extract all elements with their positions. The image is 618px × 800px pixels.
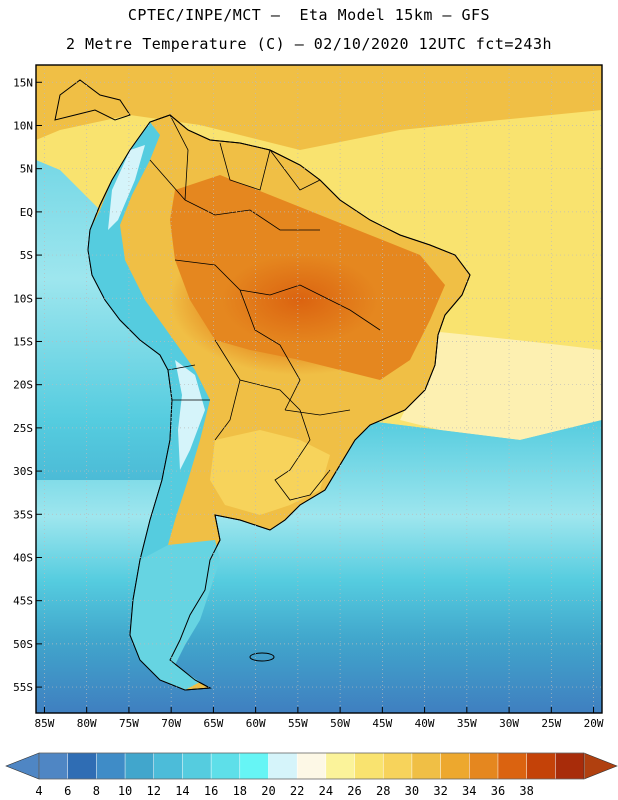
colorbar-swatch — [325, 752, 356, 780]
hottest-core-region — [170, 225, 430, 375]
lat-tick-label: 45S — [13, 595, 33, 608]
lon-tick-label: 85W — [35, 717, 55, 730]
colorbar-swatch — [296, 752, 327, 780]
andes-snow-band — [108, 145, 205, 470]
colorbar-tick-label: 34 — [462, 784, 476, 798]
lat-tick-label: 5N — [20, 163, 33, 176]
caribbean-field — [36, 65, 602, 150]
colorbar-swatch — [354, 752, 384, 780]
colorbar-swatch — [469, 752, 499, 780]
colorbar-tick-label: 4 — [35, 784, 42, 798]
colorbar-tick-label: 26 — [347, 784, 361, 798]
southern-cone-warm-region — [210, 430, 330, 515]
colorbar-tick-label: 30 — [405, 784, 419, 798]
map-field — [36, 65, 602, 713]
colorbar-tick-label: 6 — [64, 784, 71, 798]
lat-tick-label: 5S — [20, 249, 33, 262]
patagonia-cold-region — [130, 540, 220, 690]
lon-tick-label: 80W — [77, 717, 97, 730]
colorbar-under-arrow — [5, 752, 40, 780]
lon-tick-label: 40W — [415, 717, 435, 730]
lat-tick-label: 25S — [13, 422, 33, 435]
colorbar-tick-label: 24 — [319, 784, 333, 798]
lon-tick-label: 35W — [457, 717, 477, 730]
lat-tick-label: 20S — [13, 379, 33, 392]
colorbar-swatch — [153, 752, 183, 780]
colorbar-tick-label: 18 — [233, 784, 247, 798]
colorbar-swatch — [411, 752, 442, 780]
lat-tick-label: 35S — [13, 508, 33, 521]
colorbar-tick-label: 14 — [175, 784, 189, 798]
lat-tick-label: 40S — [13, 551, 33, 564]
lat-tick-label: EQ — [20, 206, 33, 219]
colorbar-swatch — [268, 752, 298, 780]
lat-tick-label: 10S — [13, 292, 33, 305]
map-frame — [35, 64, 603, 714]
lon-tick-label: 70W — [161, 717, 181, 730]
colorbar-tick-label: 20 — [261, 784, 275, 798]
lat-tick-label: 30S — [13, 465, 33, 478]
colorbar-tick-label: 8 — [93, 784, 100, 798]
lat-tick-label: 15N — [13, 76, 33, 89]
colorbar-swatch — [555, 752, 585, 780]
colorbar-swatch — [497, 752, 528, 780]
colorbar-tick-label: 16 — [204, 784, 218, 798]
lon-tick-label: 65W — [203, 717, 223, 730]
graticule — [36, 65, 602, 713]
lon-tick-label: 45W — [372, 717, 392, 730]
colorbar-tick-label: 38 — [519, 784, 533, 798]
colorbar-swatch — [96, 752, 126, 780]
continent-coastline — [54, 79, 471, 691]
colorbar-tick-label: 10 — [118, 784, 132, 798]
lat-tick-label: 15S — [13, 335, 33, 348]
colorbar-swatch — [67, 752, 97, 780]
lon-tick-label: 20W — [584, 717, 604, 730]
longitude-axis: 85W 80W 75W 70W 65W 60W 55W 50W 45W 40W 35W 30W 25W 2… — [35, 707, 604, 730]
lon-tick-label: 50W — [330, 717, 350, 730]
lon-tick-label: 60W — [246, 717, 266, 730]
falkland-islands — [249, 652, 275, 662]
map-title-line1: CPTEC/INPE/MCT – Eta Model 15km – GFS — [127, 6, 491, 24]
lon-tick-label: 75W — [119, 717, 139, 730]
colorbar-tick-label: 36 — [491, 784, 505, 798]
colorbar-swatch — [382, 752, 413, 780]
latitude-axis: 15N 10N 5N EQ 5S 10S 15S 20S 25S 30S 35S 40S 45S 50S 5… — [13, 76, 42, 694]
colorbar-swatch — [440, 752, 470, 780]
colorbar-tick-label: 32 — [433, 784, 447, 798]
lat-tick-label: 10N — [13, 119, 33, 132]
temperature-colorbar: 4 6 8 10 12 14 16 18 20 22 24 26 28 30 32 34 36 38 — [5, 752, 618, 798]
colorbar-swatch — [182, 752, 212, 780]
lon-tick-label: 55W — [288, 717, 308, 730]
colorbar-swatch — [38, 752, 69, 780]
colorbar-swatch — [124, 752, 155, 780]
lat-tick-label: 50S — [13, 638, 33, 651]
colorbar-over-arrow — [583, 752, 618, 780]
colorbar-tick-label: 22 — [290, 784, 304, 798]
colorbar-swatch — [526, 752, 556, 780]
lon-tick-label: 25W — [541, 717, 561, 730]
lon-tick-label: 30W — [499, 717, 519, 730]
colorbar-tick-label: 28 — [376, 784, 390, 798]
colorbar-swatch — [239, 752, 270, 780]
lat-tick-label: 55S — [13, 681, 33, 694]
map-title-line2: 2 Metre Temperature (C) – 02/10/2020 12U… — [65, 35, 553, 53]
colorbar-tick-label: 12 — [147, 784, 161, 798]
colorbar-swatch — [210, 752, 241, 780]
colorbar-outline — [38, 752, 585, 780]
